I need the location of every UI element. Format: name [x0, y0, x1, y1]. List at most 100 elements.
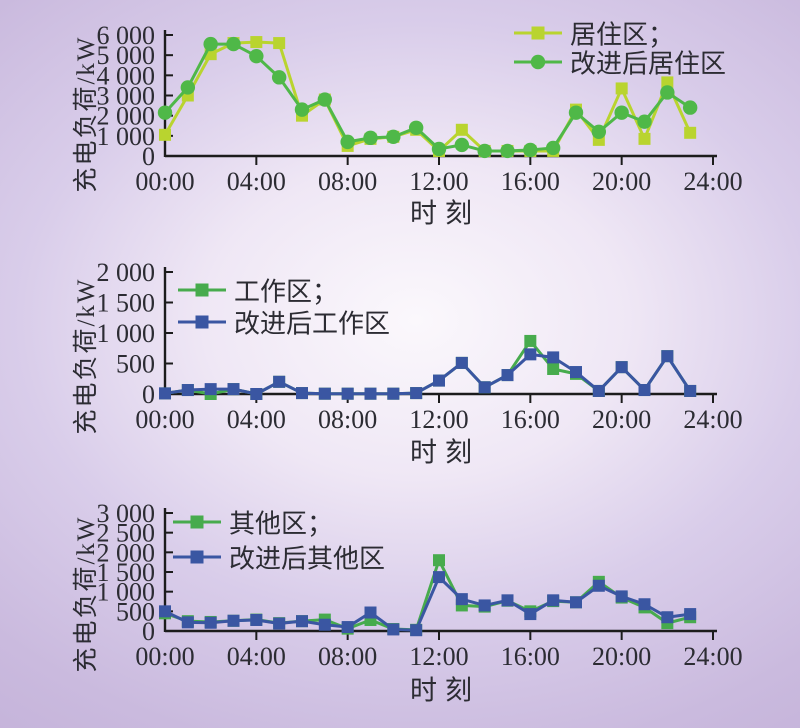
data-marker-improved-other — [547, 594, 560, 607]
data-marker-residential — [273, 37, 286, 50]
data-marker-improved-work — [501, 369, 514, 382]
data-marker-residential — [684, 126, 697, 139]
x-axis-title-residential: 时刻 — [410, 198, 480, 229]
data-marker-improved-other — [273, 617, 286, 630]
y-tick-label: 1 500 — [97, 558, 156, 587]
data-marker-improved-other — [410, 624, 423, 637]
y-tick-label: 500 — [116, 597, 155, 626]
data-marker-improved-residential — [363, 130, 378, 146]
legend-marker-improved-other — [190, 550, 204, 564]
y-tick-label: 4 000 — [97, 61, 156, 90]
legend-marker-work — [195, 283, 209, 297]
x-tick-label: 20:00 — [592, 405, 651, 434]
data-marker-improved-residential — [271, 70, 287, 85]
y-tick-label: 6 000 — [97, 21, 156, 50]
y-tick-label: 1 000 — [97, 122, 156, 151]
y-tick-label: 0 — [142, 380, 155, 409]
data-marker-improved-residential — [180, 80, 196, 95]
x-tick-label: 00:00 — [135, 167, 194, 196]
data-marker-improved-work — [455, 356, 468, 369]
x-tick-label: 24:00 — [683, 642, 742, 671]
data-marker-improved-other — [227, 614, 240, 627]
x-tick-label: 24:00 — [683, 405, 742, 434]
data-marker-improved-other — [296, 615, 308, 628]
data-marker-improved-work — [296, 387, 308, 400]
x-tick-label: 20:00 — [592, 167, 651, 196]
data-marker-improved-work — [638, 384, 651, 397]
data-marker-improved-other — [615, 590, 628, 603]
y-tick-label: 5 000 — [97, 41, 156, 70]
data-marker-improved-work — [227, 383, 240, 396]
data-marker-improved-other — [181, 616, 194, 629]
data-marker-improved-other — [661, 611, 674, 624]
x-tick-label: 00:00 — [135, 642, 194, 671]
x-tick-label: 16:00 — [501, 405, 560, 434]
y-axis-title-work: 充电负荷/kW — [73, 277, 100, 435]
y-tick-label: 3 000 — [97, 499, 156, 528]
x-tick-label: 16:00 — [501, 642, 560, 671]
x-axis-title-work: 时刻 — [410, 437, 480, 468]
data-marker-improved-residential — [568, 105, 584, 120]
series-line-improved-other — [163, 575, 692, 632]
data-marker-improved-work — [273, 375, 286, 388]
x-axis-title-other: 时刻 — [410, 675, 480, 706]
data-marker-improved-work — [524, 348, 537, 361]
y-tick-label: 2 500 — [97, 519, 156, 548]
data-marker-improved-work — [387, 387, 400, 400]
y-tick-label: 1 000 — [97, 578, 156, 607]
data-marker-improved-residential — [294, 102, 310, 117]
x-tick-label: 12:00 — [409, 167, 468, 196]
data-marker-improved-residential — [591, 124, 607, 139]
data-marker-residential — [615, 82, 628, 95]
data-marker-improved-work — [159, 387, 171, 400]
data-marker-improved-other — [592, 579, 605, 592]
data-marker-improved-residential — [226, 36, 241, 52]
x-tick-label: 08:00 — [318, 167, 377, 196]
data-marker-improved-work — [615, 361, 628, 374]
data-marker-work — [547, 362, 560, 375]
data-marker-improved-work — [250, 388, 263, 400]
data-marker-improved-other — [318, 618, 331, 631]
data-marker-improved-residential — [408, 120, 424, 135]
data-marker-improved-residential — [477, 143, 492, 159]
x-tick-label: 04:00 — [227, 167, 286, 196]
series-line-improved-work — [163, 352, 692, 396]
data-marker-improved-residential — [386, 129, 401, 145]
y-tick-label: 1 000 — [97, 319, 156, 348]
data-marker-improved-residential — [500, 143, 515, 159]
legend-marker-other — [190, 515, 204, 529]
y-tick-label: 3 000 — [97, 82, 156, 111]
x-tick-label: 08:00 — [318, 642, 377, 671]
data-marker-improved-work — [661, 350, 674, 363]
x-tick-label: 04:00 — [227, 642, 286, 671]
data-marker-improved-other — [341, 621, 354, 634]
data-marker-improved-other — [478, 599, 491, 612]
data-marker-improved-other — [684, 608, 697, 621]
legend-label-improved-work: 改进后工作区 — [234, 309, 391, 339]
data-marker-improved-other — [364, 606, 377, 619]
data-marker-improved-residential — [340, 134, 355, 150]
data-marker-improved-other — [159, 605, 171, 618]
data-marker-improved-residential — [660, 85, 675, 100]
legend-marker-residential — [531, 26, 545, 40]
data-marker-improved-work — [318, 387, 331, 400]
data-marker-improved-residential — [614, 105, 629, 120]
y-tick-label: 1 500 — [97, 289, 156, 318]
data-marker-improved-residential — [523, 142, 538, 158]
x-tick-label: 20:00 — [592, 642, 651, 671]
legend-marker-improved-work — [195, 315, 209, 329]
data-marker-improved-work — [341, 387, 354, 400]
data-marker-improved-residential — [431, 141, 447, 157]
y-tick-label: 2 000 — [97, 538, 156, 567]
data-marker-improved-residential — [545, 140, 561, 156]
data-marker-improved-other — [455, 593, 468, 606]
data-marker-improved-residential — [637, 114, 652, 129]
y-axis-title-other: 充电负荷/kW — [73, 515, 100, 673]
x-tick-label: 00:00 — [135, 405, 194, 434]
legend-marker-improved-residential — [530, 54, 546, 70]
x-tick-label: 04:00 — [227, 405, 286, 434]
